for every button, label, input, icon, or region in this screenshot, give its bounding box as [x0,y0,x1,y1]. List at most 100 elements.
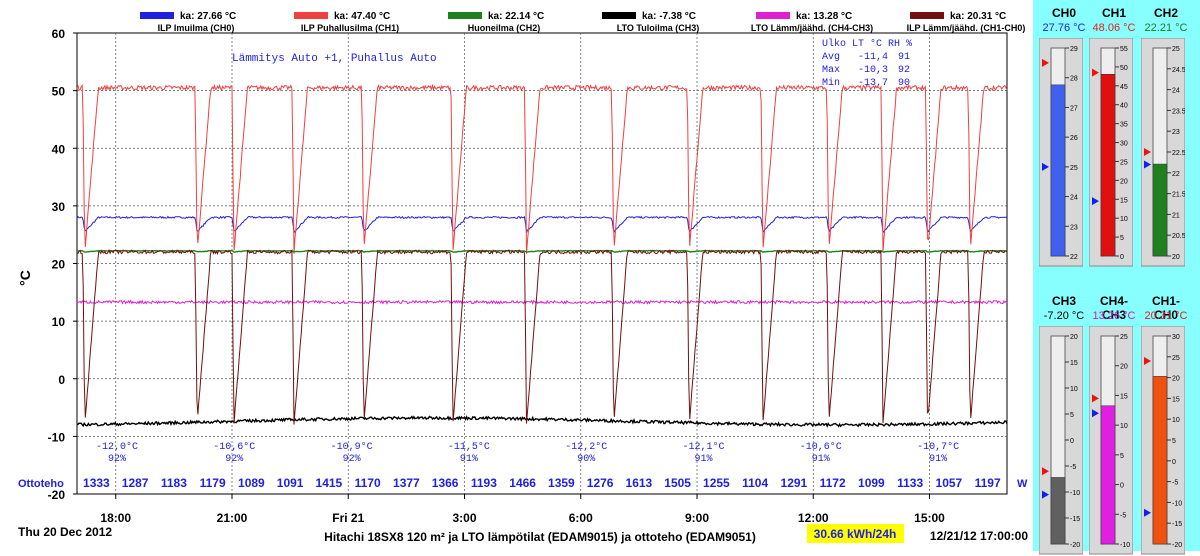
gauge-tick-label: 21.5 [1172,192,1185,199]
outdoor-avg-label: Avg [822,52,840,63]
legend-series-name: LTO Lämm/jäähd. (CH4-CH3) [751,23,873,33]
ottoteho-value: 1333 [83,476,110,490]
footer-timestamp: 12/21/12 17:00:00 [930,529,1028,543]
gauge-tick-label: 20 [1120,364,1128,371]
outdoor-avg-temp: -11,4 [858,52,888,63]
y-axis-label: °C [17,270,33,286]
gauge-fill [1050,477,1066,545]
gauge-tick-label: 20 [1070,334,1078,341]
gauge-tick-label: 30 [1120,141,1128,148]
ottoteho-value: 1197 [975,476,1001,490]
legend-avg: ka: 47.40 °C [334,11,390,22]
ottoteho-value: 1183 [161,476,187,490]
y-tick-label: 0 [58,373,65,387]
reading-rh: 91% [929,454,947,465]
series-lines [76,83,1008,428]
series-line [76,83,1008,254]
legend-avg: ka: 20.31 °C [950,11,1006,22]
series-line [76,415,1008,428]
reading-temp: -10,6°C [213,441,255,453]
reading-rh: 92% [343,454,361,465]
gauge-tick-label: 25 [1120,334,1128,341]
gauge-tick-label: 25 [1070,165,1078,172]
y-tick-label: -20 [48,488,66,502]
gauge-tick-label: 25 [1172,46,1180,53]
outdoor-avg-rh: 91 [898,52,910,63]
legend-avg: ka: 13.28 °C [796,11,852,22]
y-tick-label: 60 [52,27,66,41]
ottoteho-value: 1089 [238,476,265,490]
gauge-fill [1100,73,1116,257]
ottoteho-value: 1291 [781,476,808,490]
ottoteho-value: 1193 [471,476,497,490]
gauge-title: CH1-CH0 [1151,294,1180,322]
reading-temp: -11,5°C [448,441,490,453]
legend-series-name: ILP Imuilma (CH0) [158,23,235,33]
gauge-tick-label: 40 [1120,103,1128,110]
gauge-tick-label: 5 [1172,438,1176,445]
y-tick-label: 30 [52,200,66,214]
gauge-tick-label: -10 [1172,500,1182,507]
legend-swatch [448,12,482,19]
gauge-tick-label: 15 [1120,197,1128,204]
gauge-tick-label: 45 [1120,84,1128,91]
gauge-tick-label: 23 [1172,129,1180,136]
x-axis: 18:00 21:00 Fri 21 3:00 6:00 9:00 12:00 15:00 [100,494,945,525]
gauge-title: CH0 [1051,6,1076,20]
x-tick-label: 9:00 [685,511,709,525]
mode-text: Lämmitys Auto +1, Puhallus Auto [232,53,437,65]
gauge-min-marker [1092,409,1099,418]
gauge-tick-label: 22 [1172,171,1180,178]
gauge-tick-label: 0 [1120,254,1124,261]
reading-temp: -12,1°C [682,441,724,453]
gauge-tick-label: 15 [1070,360,1078,367]
gauge-min-marker [1042,162,1049,171]
ottoteho-value: 1255 [703,476,730,490]
gauge-meter: 20 20.5 21 21.5 22 22.5 23 23.5 24 24.5 25 [1141,38,1185,267]
gauge-tick-label: 20 [1172,376,1180,383]
ottoteho-label: Ottoteho [18,478,64,490]
legend-avg: ka: -7.38 °C [642,11,696,22]
gauge-tick-label: 55 [1120,46,1128,53]
gauge-min-marker [1144,160,1151,169]
outdoor-min-temp: -13,7 [858,78,888,89]
gauge-tick-label: 20.5 [1172,233,1185,240]
ottoteho-values: 1333 1287 1183 1179 1089 1091 1415 1170 1377 1366… [83,476,1001,490]
gauge-tick-label: 20 [1120,178,1128,185]
gauge-tick-label: 28 [1070,76,1078,83]
legend-swatch [602,12,636,19]
y-tick-label: 10 [52,315,66,329]
reading-rh: 92% [225,454,243,465]
outdoor-min-label: Min [822,77,840,89]
outdoor-min-rh: 90 [898,78,910,89]
legend-series-name: Huoneilma (CH2) [468,23,541,33]
series-line [76,248,1008,425]
reading-temp: -10,9°C [331,441,373,453]
reading-rh: 90% [577,454,595,465]
gauge-tick-label: 23.5 [1172,108,1185,115]
gauge-tick-label: 29 [1070,46,1078,53]
ottoteho-value: 1505 [664,476,691,490]
series-line [76,299,1008,305]
gauge-tick-label: 27 [1070,105,1078,112]
reading-temp: -12,0°C [96,441,138,453]
ottoteho-value: 1057 [936,476,963,490]
gauge-tick-label: 5 [1070,412,1074,419]
legend-series-name: ILP Puhallusilma (CH1) [301,23,399,33]
gauge-min-marker [1042,490,1049,499]
gauge-max-marker [1092,394,1099,403]
ottoteho-value: 1366 [432,476,459,490]
gauge-fill [1152,163,1168,257]
ottoteho-value: 1613 [626,476,653,490]
reading-temp: -10,6°C [800,441,842,453]
gauge-tick-label: 25 [1120,159,1128,166]
reading-rh: 91% [460,454,478,465]
gauge-tick-label: 30 [1172,334,1180,341]
footer-title: Hitachi 18SX8 120 m² ja LTO lämpötilat (… [324,530,756,544]
gauge-tick-label: 10 [1120,423,1128,430]
gauge-max-marker [1042,58,1049,67]
gauge-value: 48.06 °C [1092,22,1136,34]
gauge-meter: -20 -15 -10 -5 0 5 10 15 20 25 30 [1141,326,1185,555]
series-line [76,215,1008,234]
gauge-tick-label: 5 [1120,235,1124,242]
